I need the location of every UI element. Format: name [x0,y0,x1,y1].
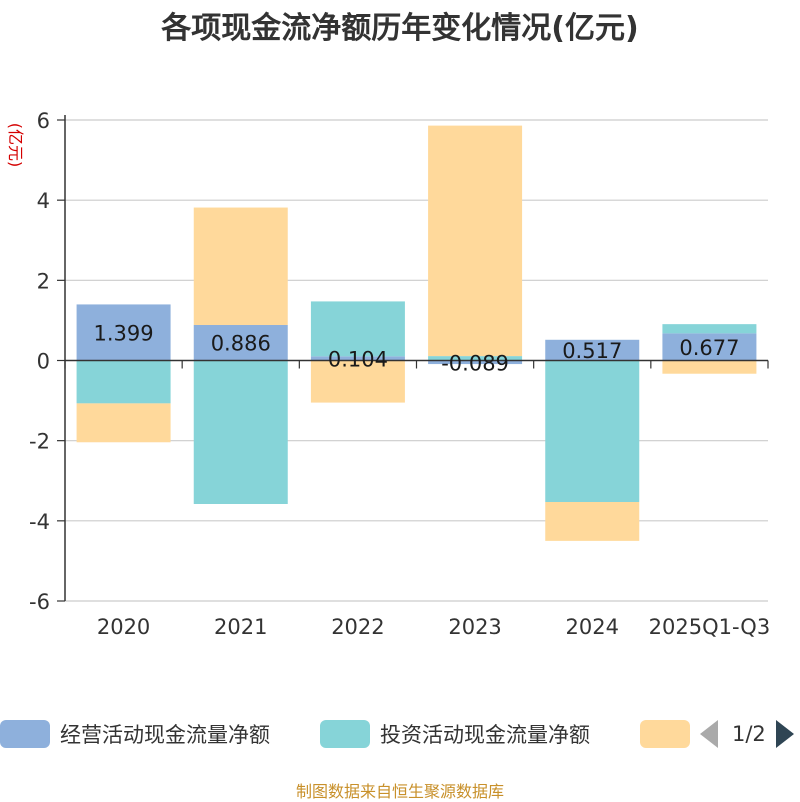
bar-series2-2022 [310,301,405,357]
chart-title: 各项现金流净额历年变化情况(亿元) [160,11,638,46]
legend-label-investing: 投资活动现金流量净额 [380,723,590,747]
y-tick-label: -2 [29,430,50,454]
bar-series1-2024 [545,339,640,361]
bar-series1-2021 [193,324,288,361]
bar-series3-2023 [428,125,523,357]
legend-page-indicator: 1/2 [732,722,766,746]
y-tick-label: 2 [37,269,50,293]
y-tick-label: -6 [29,590,50,614]
bar-series3-2020 [76,403,171,443]
bar-series3-2022 [310,360,405,403]
legend-pager: 1/2 [700,718,794,750]
legend-swatch-investing [320,720,370,748]
legend-item-operating[interactable]: 经营活动现金流量净额 [0,718,270,750]
legend-item-investing[interactable]: 投资活动现金流量净额 [320,718,590,750]
data-label-operating: 1.399 [94,321,154,345]
data-label-operating: -0.089 [441,351,509,375]
data-label-operating: 0.517 [562,339,622,363]
bar-series1-2020 [76,304,171,361]
y-axis-unit-label: (亿元) [6,123,25,168]
data-label-operating: 0.886 [211,332,271,356]
x-category-label: 2022 [331,615,384,639]
legend-swatch-financing [640,720,690,748]
legend-next-page-icon[interactable] [775,720,794,748]
bar-series1-2023 [428,360,523,365]
bar-series1-2025Q1-Q3 [662,333,757,361]
chart: 各项现金流净额历年变化情况(亿元) (亿元) -6 -4 -2 0 2 4 6 2020 2021 2… [6,11,771,639]
y-tick-label: -4 [29,510,50,534]
bar-series3-2024 [545,501,640,541]
bar-series3-2021 [193,207,288,325]
bar-series2-2025Q1-Q3 [662,324,757,334]
legend-item-financing[interactable] [640,718,700,750]
y-tick-label: 4 [37,189,50,213]
y-tick-label: 6 [37,109,50,133]
bar-series2-2024 [545,360,640,502]
legend: 经营活动现金流量净额 投资活动现金流量净额 1/2 [0,718,800,750]
source-note: 制图数据来自恒生聚源数据库 [295,782,504,801]
legend-swatch-operating [0,720,50,748]
x-category-label: 2025Q1-Q3 [649,615,771,639]
x-category-label: 2023 [448,615,501,639]
data-label-operating: 0.677 [679,336,739,360]
data-label-operating: 0.104 [328,347,388,371]
x-category-label: 2021 [214,615,267,639]
x-category-label: 2020 [97,615,150,639]
x-category-label: 2024 [566,615,619,639]
legend-prev-page-icon[interactable] [700,720,718,748]
bar-series3-2025Q1-Q3 [662,360,757,374]
bar-series2-2020 [76,360,171,404]
bar-series2-2021 [193,360,288,504]
y-tick-label: 0 [37,350,50,374]
legend-label-operating: 经营活动现金流量净额 [60,723,270,747]
bar-series1-2022 [310,356,405,361]
bar-series2-2023 [428,356,523,361]
